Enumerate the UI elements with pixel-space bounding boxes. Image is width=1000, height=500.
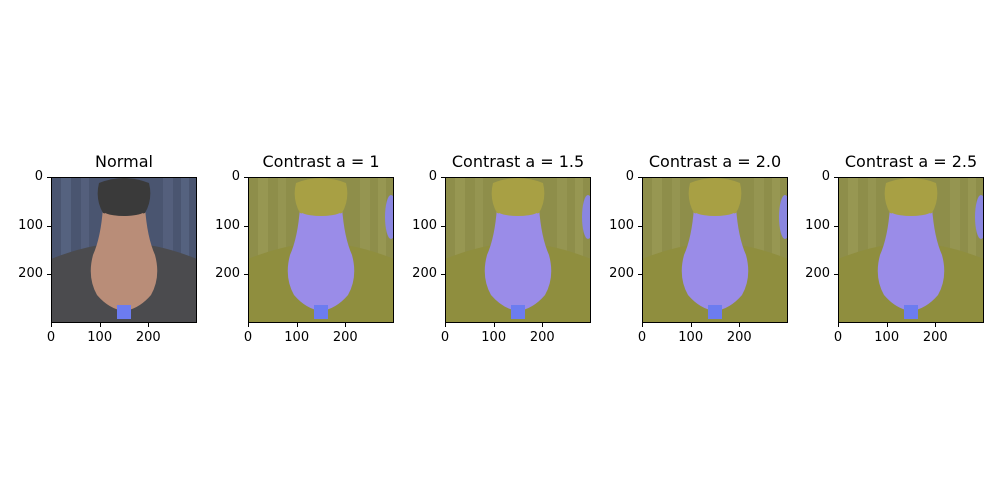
panel-title: Contrast a = 2.0	[648, 152, 782, 171]
x-tick-label: 200	[332, 330, 358, 345]
y-tick-label: 0	[34, 169, 43, 184]
y-tick-label: 200	[805, 266, 830, 282]
y-tick-label: 100	[805, 217, 830, 233]
panel-title: Normal	[95, 152, 153, 171]
axes-frame	[838, 177, 984, 323]
y-tick-label: 0	[231, 169, 240, 184]
y-tick-label: 100	[609, 217, 634, 233]
image-panel: Contrast a = 2.0 0 100	[609, 152, 788, 345]
x-tick-label: 200	[922, 330, 948, 345]
panel-title: Contrast a = 1	[262, 152, 380, 171]
image-panel: Contrast a = 1.5 0 100	[412, 152, 591, 345]
image-panel: Contrast a = 1 0 100	[215, 152, 394, 345]
y-tick-label: 0	[821, 169, 830, 184]
y-tick-label: 0	[625, 169, 634, 184]
x-tick-label: 0	[833, 330, 843, 345]
x-tick-label: 100	[874, 330, 900, 345]
x-tick-label: 100	[678, 330, 704, 345]
y-tick-label: 100	[412, 217, 437, 233]
x-tick-label: 100	[284, 330, 310, 345]
x-tick-label: 0	[243, 330, 253, 345]
y-tick-label: 100	[215, 217, 240, 233]
panel-title: Contrast a = 2.5	[844, 152, 978, 171]
x-tick-label: 200	[529, 330, 555, 345]
axes-frame	[51, 177, 197, 323]
y-tick-label: 100	[18, 217, 43, 233]
y-tick-label: 200	[609, 266, 634, 282]
x-tick-label: 100	[87, 330, 113, 345]
x-tick-label: 0	[46, 330, 56, 345]
y-tick-label: 0	[428, 169, 437, 184]
panel-title: Contrast a = 1.5	[451, 152, 585, 171]
y-tick-label: 200	[412, 266, 437, 282]
image-panel: Normal 0 100 200	[18, 152, 197, 345]
x-tick-label: 0	[637, 330, 647, 345]
x-tick-label: 200	[135, 330, 161, 345]
axes-frame	[445, 177, 591, 323]
x-tick-label: 0	[440, 330, 450, 345]
image-panel: Contrast a = 2.5 0 100	[805, 152, 984, 345]
y-tick-label: 200	[215, 266, 240, 282]
x-tick-label: 100	[481, 330, 507, 345]
y-tick-label: 200	[18, 266, 43, 282]
x-tick-label: 200	[726, 330, 752, 345]
axes-frame	[248, 177, 394, 323]
axes-frame	[642, 177, 788, 323]
